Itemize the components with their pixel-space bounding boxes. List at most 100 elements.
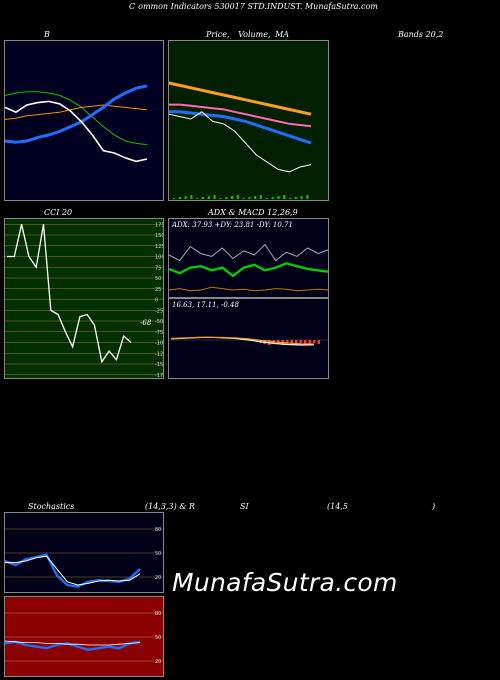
rsi-panel: 80 50 20 <box>4 596 164 677</box>
rsi-chart: 80 50 20 <box>5 611 163 665</box>
cci-tick-label: 175 <box>155 222 164 228</box>
cci-tick-label: 25 <box>155 287 161 293</box>
volume-bar <box>178 197 181 199</box>
ma-pink-line <box>169 103 312 128</box>
volume-bar <box>260 195 262 199</box>
volume-bar <box>271 197 274 199</box>
price-label-b: Volume, <box>238 30 271 39</box>
stoch-label-b: (14,3,3) & R <box>145 502 195 511</box>
watermark: MunafaSutra.com <box>172 568 398 597</box>
rsi-tick-label: 50 <box>155 635 161 641</box>
cci-tick-label: -125 <box>155 351 164 357</box>
bands-label-tail: Bands 20,2 <box>398 30 444 39</box>
volume-bar <box>254 196 257 199</box>
volume-bar <box>173 198 175 199</box>
stoch-chart: 80 50 20 <box>5 527 163 588</box>
volume-bar <box>248 197 251 199</box>
upper-band-line <box>5 91 148 146</box>
rsi-line <box>5 640 141 652</box>
volume-bar <box>300 196 303 199</box>
cci-tick-label: -75 <box>155 330 163 336</box>
stoch-tick-label: 50 <box>155 551 161 557</box>
price-label-a: Price, <box>206 30 230 39</box>
volume-bar <box>196 198 199 199</box>
volume-bar <box>283 195 286 199</box>
cci-tick-label: -175 <box>155 373 164 379</box>
cci-tick-label: -50 <box>155 319 163 325</box>
macd-histogram-bar <box>286 340 289 343</box>
adx-panel: ADX: 37.93 +DY: 23.81 -DY: 10.71 <box>168 218 329 298</box>
stoch-label-a: Stochastics <box>28 502 75 511</box>
rsi-ma-line <box>5 640 141 646</box>
macd-panel: 16.63, 17.11, -0.48 <box>168 298 329 379</box>
stoch-k-line <box>5 553 141 588</box>
macd-histogram-bar <box>304 340 307 344</box>
adx-chart <box>169 243 328 292</box>
volume-bar <box>306 195 309 199</box>
bands-label: B <box>44 30 50 39</box>
volume-bar <box>289 198 291 199</box>
volume-bar <box>219 198 222 199</box>
price-chart <box>169 81 312 199</box>
stoch-label-e: ) <box>432 502 436 511</box>
volume-bar <box>207 196 210 199</box>
volume-bar <box>184 196 187 199</box>
cci-last-value: -68 <box>140 319 152 327</box>
rsi-tick-label: 20 <box>155 659 161 665</box>
price-label: Price, Volume, MA <box>206 30 289 39</box>
volume-bar <box>231 196 233 199</box>
cci-label: CCI 20 <box>44 208 73 217</box>
volume-bar <box>190 195 193 199</box>
volume-bar <box>202 197 204 199</box>
bands-panel <box>4 40 164 201</box>
macd-values: 16.63, 17.11, -0.48 <box>172 301 239 309</box>
macd-histogram-bar <box>295 340 298 345</box>
ma-orange-line <box>169 81 312 116</box>
header-title-rest: ommon Indicators 530017 STD.INDUST. Muna… <box>138 2 378 11</box>
cci-tick-label: 50 <box>155 276 161 282</box>
cci-tick-label: 100 <box>155 255 164 261</box>
macd-histogram-bar <box>317 340 320 344</box>
adx-line <box>169 243 328 262</box>
volume-bar <box>225 197 228 199</box>
cci-panel: 175 150 125 100 75 50 25 0 -25 -50 -75 -100 -125 -150… <box>4 218 164 379</box>
cci-tick-label: -150 <box>155 362 164 368</box>
price-label-d: MA <box>275 30 290 39</box>
volume-bar <box>213 195 216 199</box>
volume-bar <box>242 198 245 199</box>
stoch-label-d: (14,5 <box>327 502 348 511</box>
plus-di-line <box>169 262 328 278</box>
stoch-label-c: SI <box>240 502 249 511</box>
stoch-d-line <box>5 555 141 586</box>
cci-tick-label: -100 <box>155 341 164 347</box>
rsi-tick-label: 80 <box>155 611 161 617</box>
signal-line <box>170 336 315 345</box>
ma-blue-line <box>169 110 312 145</box>
volume-bar <box>277 196 280 199</box>
price-line <box>169 111 312 173</box>
bands-chart <box>5 84 148 163</box>
stoch-panel: 80 50 20 <box>4 512 164 593</box>
price-line <box>5 100 148 163</box>
cci-tick-label: 75 <box>155 265 161 271</box>
volume-bar <box>265 198 268 199</box>
macd-histogram-bar <box>313 340 316 343</box>
cci-tick-label: 0 <box>155 298 158 304</box>
volume-bar <box>236 195 239 199</box>
lower-band-line <box>5 84 148 144</box>
stoch-tick-label: 80 <box>155 527 161 533</box>
cci-tick-label: 125 <box>155 244 164 250</box>
macd-histogram-bar <box>308 340 311 345</box>
cci-line <box>7 224 132 364</box>
header-title-c: C <box>129 2 136 11</box>
macd-histogram-bar <box>290 340 293 344</box>
stoch-tick-label: 20 <box>155 575 161 581</box>
volume-bar <box>294 197 297 199</box>
minus-di-line <box>169 286 328 292</box>
cci-tick-label: 150 <box>155 233 164 239</box>
adx-macd-label: ADX & MACD 12,26,9 <box>208 208 298 217</box>
macd-chart <box>169 336 328 346</box>
price-panel <box>168 40 329 201</box>
cci-tick-label: -25 <box>155 308 163 314</box>
